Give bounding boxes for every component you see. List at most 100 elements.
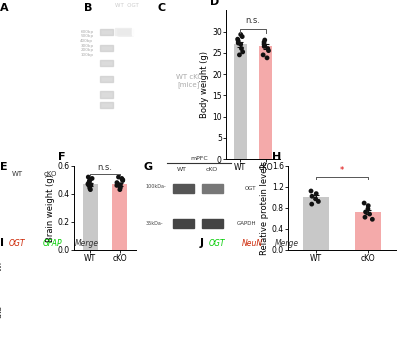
Point: [312, 196, 319, 201]
Bar: [202, 184, 223, 193]
Point: [86, 185, 93, 191]
Point: [234, 37, 241, 42]
Bar: [260, 47, 272, 159]
Point: [261, 41, 267, 47]
Bar: [132, 28, 148, 35]
Bar: [202, 219, 223, 228]
Point: [315, 199, 322, 204]
Text: GAPDH: GAPDH: [237, 221, 256, 226]
Point: [308, 201, 315, 207]
Text: J: J: [200, 238, 204, 248]
Text: mPFC: mPFC: [190, 156, 208, 161]
Text: OGT: OGT: [209, 239, 226, 248]
Point: [89, 176, 95, 181]
Text: H: H: [272, 153, 281, 162]
Point: [240, 49, 246, 55]
Point: [117, 187, 123, 192]
Text: F: F: [58, 153, 66, 162]
Text: B: B: [84, 3, 92, 13]
Point: [86, 180, 92, 185]
Bar: [100, 91, 113, 97]
Text: WT cKO
[mice]: WT cKO [mice]: [176, 74, 202, 88]
Point: [369, 216, 376, 222]
Point: [362, 209, 369, 215]
Point: [236, 52, 243, 57]
Text: Merge: Merge: [275, 239, 299, 248]
Bar: [100, 76, 113, 82]
Point: [85, 174, 92, 180]
Text: C: C: [158, 3, 166, 13]
Text: cKO: cKO: [44, 171, 57, 176]
Text: OGT: OGT: [245, 186, 256, 191]
Point: [114, 183, 120, 188]
Point: [120, 177, 126, 183]
Text: WT: WT: [0, 260, 3, 271]
Point: [86, 179, 92, 184]
Text: GFAP: GFAP: [42, 239, 62, 248]
Point: [87, 187, 94, 192]
Text: 100kDa-: 100kDa-: [145, 184, 166, 189]
Bar: [234, 44, 246, 159]
Point: [238, 41, 244, 47]
Point: [309, 194, 315, 199]
Point: [85, 181, 91, 187]
Point: [118, 176, 125, 181]
Bar: [112, 184, 127, 250]
Bar: [100, 29, 113, 35]
Point: [88, 182, 94, 187]
Point: [238, 32, 244, 37]
Y-axis label: Relative protein levels: Relative protein levels: [260, 161, 269, 255]
Y-axis label: Body weight (g): Body weight (g): [200, 51, 209, 118]
Point: [265, 48, 272, 53]
Text: 600bp
500bp
400bp
300bp
200bp
100bp: 600bp 500bp 400bp 300bp 200bp 100bp: [80, 30, 94, 57]
Text: WT: WT: [177, 167, 187, 172]
Point: [117, 182, 124, 187]
Bar: [304, 197, 329, 250]
Text: NeuN: NeuN: [242, 239, 262, 248]
Point: [261, 44, 268, 49]
Point: [365, 203, 372, 208]
Y-axis label: Brain weight (g): Brain weight (g): [46, 174, 55, 242]
Point: [114, 181, 121, 187]
Text: n.s.: n.s.: [98, 163, 112, 172]
Text: Merge: Merge: [75, 239, 99, 248]
Point: [262, 37, 268, 43]
Text: WT: WT: [12, 171, 23, 176]
Text: A: A: [0, 3, 9, 13]
Point: [260, 52, 266, 57]
Text: G: G: [144, 162, 153, 172]
Bar: [173, 219, 194, 228]
Point: [238, 46, 245, 51]
Point: [313, 191, 320, 196]
Bar: [100, 60, 113, 66]
Text: D: D: [210, 0, 219, 7]
Point: [361, 200, 367, 206]
Point: [114, 180, 120, 185]
Point: [365, 206, 371, 212]
Point: [264, 46, 271, 51]
Bar: [355, 212, 380, 250]
Text: cKO: cKO: [0, 304, 3, 318]
Point: [239, 34, 246, 39]
Point: [261, 39, 267, 45]
Point: [362, 214, 368, 220]
Text: I: I: [0, 238, 4, 248]
Text: WT  OGT: WT OGT: [115, 3, 139, 9]
Point: [86, 183, 92, 188]
Text: cKO: cKO: [205, 167, 218, 172]
Point: [87, 177, 93, 183]
Text: *: *: [340, 166, 344, 175]
Point: [117, 185, 124, 190]
Point: [264, 55, 270, 61]
Bar: [115, 28, 131, 35]
Text: n.s.: n.s.: [246, 16, 260, 25]
Bar: [173, 184, 194, 193]
Point: [235, 38, 241, 43]
Point: [308, 188, 314, 194]
Bar: [118, 29, 131, 35]
Bar: [83, 184, 98, 250]
Point: [235, 40, 241, 46]
Point: [120, 178, 126, 183]
Bar: [116, 29, 133, 35]
Point: [115, 174, 122, 180]
